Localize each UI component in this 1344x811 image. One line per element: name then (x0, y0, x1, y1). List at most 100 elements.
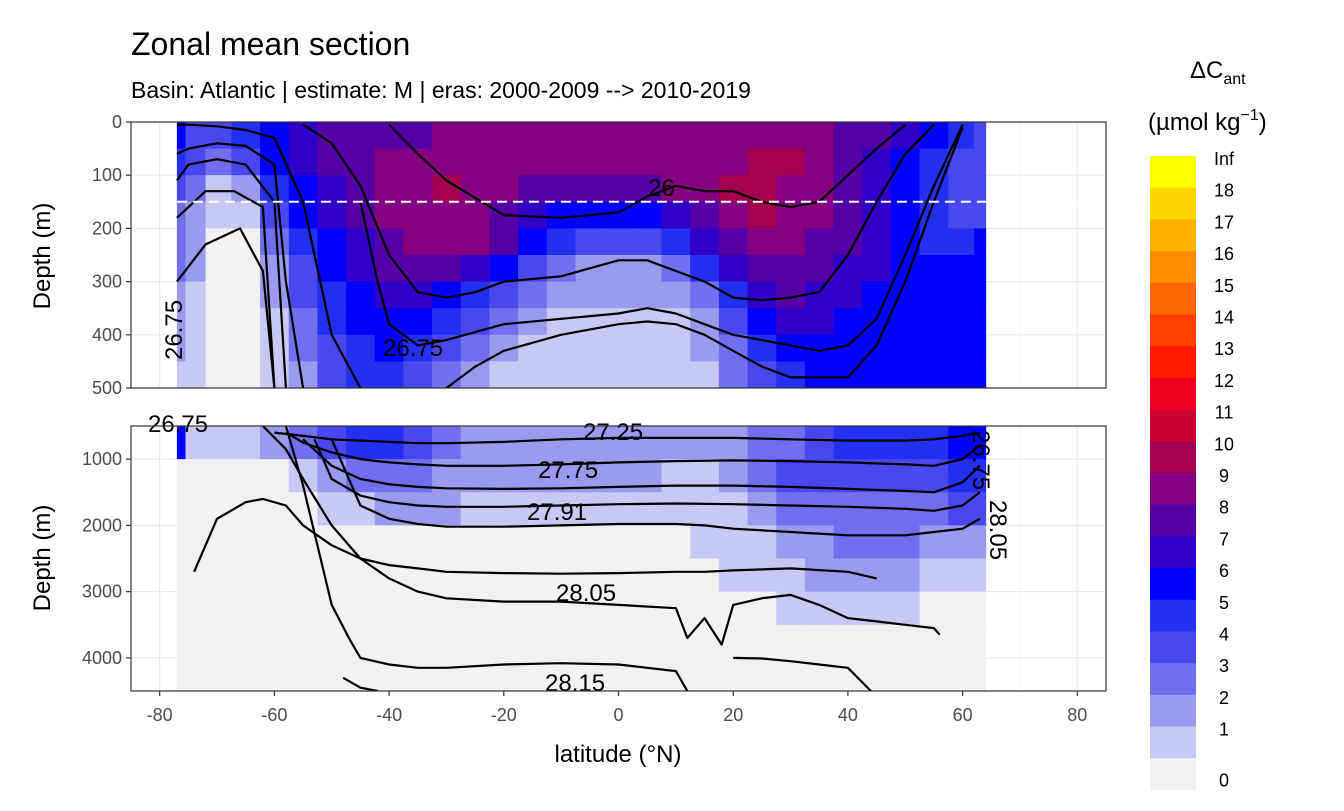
cant-cell (185, 361, 207, 388)
cant-cell (919, 255, 949, 283)
legend-label: 10 (1214, 434, 1234, 454)
cant-cell (575, 624, 605, 659)
cant-cell (546, 426, 577, 460)
cant-cell (747, 426, 777, 460)
cant-cell (374, 459, 405, 493)
cant-cell (176, 148, 187, 176)
cant-cell (804, 558, 835, 593)
cant-cell (432, 175, 462, 203)
cant-cell (518, 361, 548, 388)
cant-cell (176, 255, 187, 283)
cant-cell (260, 525, 290, 560)
cant-cell (948, 308, 975, 336)
cant-cell (690, 426, 720, 460)
x-tick-label: 20 (723, 705, 743, 725)
cant-cell (205, 558, 232, 593)
cant-cell (632, 228, 663, 256)
cant-cell (374, 334, 405, 362)
legend-label: 5 (1219, 593, 1229, 613)
cant-cell (403, 591, 433, 626)
cant-cell (661, 122, 691, 150)
cant-cell (833, 558, 863, 593)
cant-cell (890, 334, 921, 362)
cant-cell (231, 624, 261, 659)
cant-cell (346, 334, 376, 362)
cant-cell (804, 228, 835, 256)
isopycnal-line (193, 497, 877, 580)
cant-cell (231, 591, 261, 626)
cant-cell (346, 426, 376, 460)
legend-unit: (µmol kg−1) (1148, 107, 1267, 136)
isopycnal-line (342, 676, 378, 691)
cant-cell (690, 492, 720, 526)
cant-cell (231, 281, 261, 309)
cant-cell (890, 657, 921, 691)
cant-cell (288, 334, 318, 362)
cant-cell (546, 492, 577, 526)
cant-cell (176, 657, 187, 691)
legend-key (1150, 409, 1196, 442)
cant-cell (460, 624, 491, 659)
cant-cell (374, 624, 405, 659)
cant-cell (661, 459, 691, 493)
isopycnal-line (359, 124, 964, 352)
cant-cell (575, 426, 605, 460)
cant-cell (890, 591, 921, 626)
bottom-panel: 26.75 27.25 27.75 27.91 28.05 28.15 26.7… (29, 411, 1107, 768)
cant-cell (575, 228, 605, 256)
cant-cell (776, 624, 806, 659)
cant-cell (575, 525, 605, 560)
legend-label: 1 (1219, 720, 1229, 740)
cant-cell (718, 361, 749, 388)
cant-cell (833, 281, 863, 309)
cant-cell (185, 175, 207, 203)
cant-cell (176, 492, 187, 526)
cant-cell (432, 657, 462, 691)
cant-cell (718, 201, 749, 229)
bottom-panel-isopycnals (193, 426, 981, 691)
cant-cell (919, 201, 949, 229)
top-panel-cant-fill (176, 122, 987, 388)
legend-label: 0 (1219, 770, 1229, 790)
cant-cell (776, 175, 806, 203)
cant-cell (460, 525, 491, 560)
legend-key (1150, 568, 1196, 601)
cant-cell (205, 459, 232, 493)
cant-cell (260, 558, 290, 593)
legend-key (1150, 473, 1196, 506)
cant-cell (346, 255, 376, 283)
y-tick-label: 400 (92, 325, 122, 345)
cant-cell (804, 426, 835, 460)
contour-label-bottom: 28.05 (984, 500, 1011, 560)
cant-cell (747, 558, 777, 593)
cant-cell (460, 334, 491, 362)
cant-cell (489, 657, 519, 691)
cant-cell (205, 624, 232, 659)
legend-label: 13 (1214, 339, 1234, 359)
cant-cell (346, 281, 376, 309)
cant-cell (890, 361, 921, 388)
cant-cell (747, 492, 777, 526)
cant-cell (185, 281, 207, 309)
cant-cell (718, 657, 749, 691)
cant-cell (604, 525, 634, 560)
cant-cell (231, 657, 261, 691)
cant-cell (948, 255, 975, 283)
x-tick-label: 60 (953, 705, 973, 725)
cant-cell (747, 308, 777, 336)
cant-cell (489, 175, 519, 203)
cant-cell (804, 591, 835, 626)
legend: ΔCant (µmol kg−1) Inf1817161514131211109… (1148, 57, 1267, 791)
cant-cell (205, 657, 232, 691)
legend-unit-prefix: (µmol kg (1148, 109, 1241, 136)
contour-label-top: 26.75 (161, 300, 188, 360)
cant-cell (776, 558, 806, 593)
cant-cell (518, 492, 548, 526)
legend-key (1150, 694, 1196, 728)
y-tick-label: 100 (92, 165, 122, 185)
cant-cell (604, 624, 634, 659)
legend-key (1150, 282, 1196, 315)
cant-cell (185, 308, 207, 336)
cant-cell (185, 591, 207, 626)
cant-cell (776, 255, 806, 283)
